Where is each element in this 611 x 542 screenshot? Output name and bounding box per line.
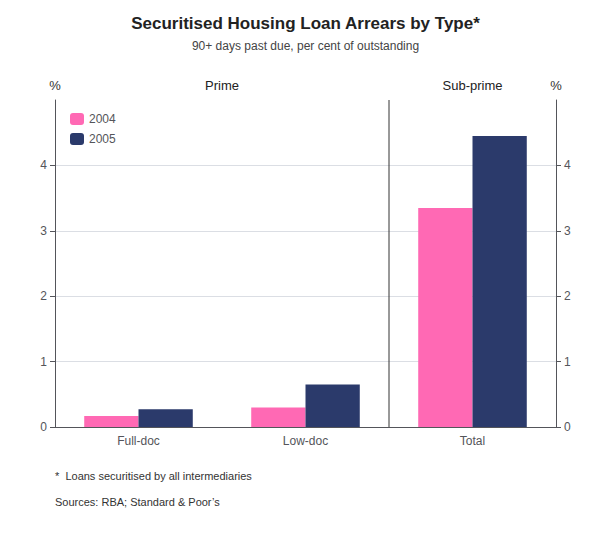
- svg-text:2005: 2005: [89, 132, 116, 146]
- svg-text:%: %: [550, 78, 562, 93]
- svg-text:2: 2: [564, 289, 571, 303]
- svg-text:Sub-prime: Sub-prime: [443, 78, 503, 93]
- svg-text:* Loans securitised by all in: * Loans securitised by all intermediarie…: [55, 470, 252, 482]
- svg-text:90+ days past due, per cent of: 90+ days past due, per cent of outstandi…: [192, 39, 419, 53]
- svg-text:1: 1: [40, 355, 47, 369]
- svg-text:Full-doc: Full-doc: [117, 434, 160, 448]
- svg-text:Low-doc: Low-doc: [283, 434, 328, 448]
- svg-text:0: 0: [40, 420, 47, 434]
- svg-text:3: 3: [564, 224, 571, 238]
- svg-text:%: %: [49, 78, 61, 93]
- svg-text:Sources: RBA; Standard & Poor’: Sources: RBA; Standard & Poor’s: [55, 496, 220, 508]
- svg-text:4: 4: [40, 158, 47, 172]
- svg-text:2004: 2004: [89, 112, 116, 126]
- svg-text:Total: Total: [460, 434, 485, 448]
- svg-text:Securitised Housing Loan Arrea: Securitised Housing Loan Arrears by Type…: [131, 14, 480, 33]
- svg-text:2: 2: [40, 289, 47, 303]
- svg-text:3: 3: [40, 224, 47, 238]
- svg-text:4: 4: [564, 158, 571, 172]
- svg-text:0: 0: [564, 420, 571, 434]
- svg-text:Prime: Prime: [205, 78, 239, 93]
- svg-text:1: 1: [564, 355, 571, 369]
